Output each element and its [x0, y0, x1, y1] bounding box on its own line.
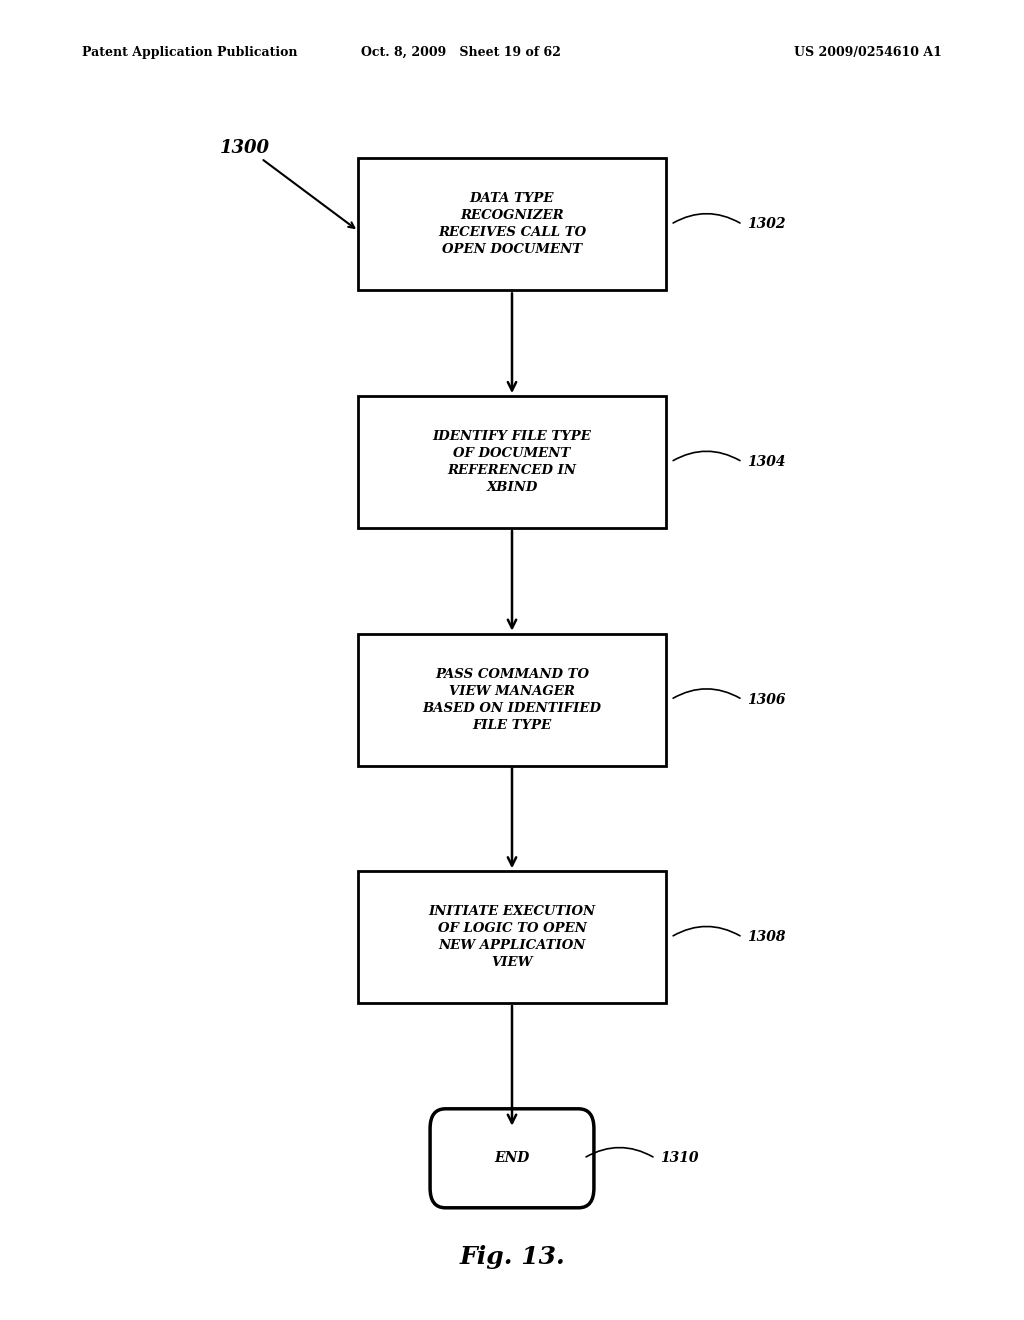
FancyBboxPatch shape	[358, 634, 666, 766]
Text: US 2009/0254610 A1: US 2009/0254610 A1	[795, 46, 942, 59]
Text: 1304: 1304	[748, 455, 786, 469]
Text: 1308: 1308	[748, 931, 786, 944]
FancyBboxPatch shape	[430, 1109, 594, 1208]
Text: 1300: 1300	[220, 139, 270, 157]
FancyBboxPatch shape	[358, 158, 666, 290]
Text: 1302: 1302	[748, 218, 786, 231]
Text: DATA TYPE
RECOGNIZER
RECEIVES CALL TO
OPEN DOCUMENT: DATA TYPE RECOGNIZER RECEIVES CALL TO OP…	[438, 193, 586, 256]
Text: PASS COMMAND TO
VIEW MANAGER
BASED ON IDENTIFIED
FILE TYPE: PASS COMMAND TO VIEW MANAGER BASED ON ID…	[423, 668, 601, 731]
Text: END: END	[495, 1151, 529, 1166]
Text: IDENTIFY FILE TYPE
OF DOCUMENT
REFERENCED IN
XBIND: IDENTIFY FILE TYPE OF DOCUMENT REFERENCE…	[432, 430, 592, 494]
FancyBboxPatch shape	[358, 871, 666, 1003]
Text: 1310: 1310	[660, 1151, 699, 1166]
Text: Oct. 8, 2009   Sheet 19 of 62: Oct. 8, 2009 Sheet 19 of 62	[360, 46, 561, 59]
Text: Patent Application Publication: Patent Application Publication	[82, 46, 297, 59]
Text: INITIATE EXECUTION
OF LOGIC TO OPEN
NEW APPLICATION
VIEW: INITIATE EXECUTION OF LOGIC TO OPEN NEW …	[428, 906, 596, 969]
Text: Fig. 13.: Fig. 13.	[459, 1245, 565, 1269]
FancyBboxPatch shape	[358, 396, 666, 528]
Text: 1306: 1306	[748, 693, 786, 706]
